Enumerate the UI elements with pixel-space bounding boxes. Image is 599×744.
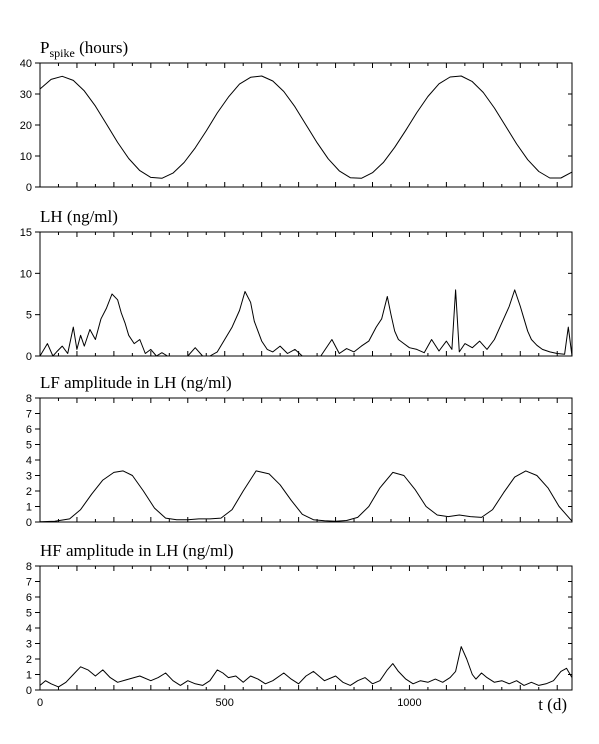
x-axis-label: t (d) [538, 695, 567, 714]
y-tick-label: 4 [26, 623, 32, 635]
panel-title-main: HF amplitude in LH (ng/ml) [40, 541, 234, 560]
y-tick-label: 8 [26, 561, 32, 573]
panel-4: HF amplitude in LH (ng/ml) 0 1 2 3 4 5 6 7 8 0 500 1… [26, 541, 573, 714]
plot-frame [39, 231, 573, 357]
y-tick-label: 15 [20, 227, 32, 239]
y-tick-label: 10 [20, 268, 32, 280]
y-tick-label: 20 [20, 120, 32, 132]
series-line [39, 75, 573, 179]
x-tick-label: 500 [216, 697, 234, 709]
panel-title: HF amplitude in LH (ng/ml) [40, 541, 234, 560]
y-tick-label: 0 [26, 517, 32, 529]
y-tick-label: 0 [26, 182, 32, 194]
y-tick-label: 5 [26, 608, 32, 620]
panel-title: LH (ng/ml) [40, 207, 118, 226]
y-tick-label: 10 [20, 151, 32, 163]
y-tick-label: 1 [26, 670, 32, 682]
y-tick-label: 2 [26, 654, 32, 666]
y-tick-label: 7 [26, 577, 32, 589]
y-tick-label: 5 [26, 440, 32, 452]
plot-frame [39, 397, 573, 523]
x-tick-label: 1000 [397, 697, 421, 709]
panel-title-main: LH (ng/ml) [40, 207, 118, 226]
panel-1: Pspike (hours) 0 10 20 30 40 [20, 38, 573, 194]
panel-title-main: LF amplitude in LH (ng/ml) [40, 373, 232, 392]
y-tick-label: 40 [20, 58, 32, 70]
panel-2: LH (ng/ml) 0 5 10 15 [20, 207, 573, 363]
y-tick-label: 3 [26, 639, 32, 651]
panel-title-main: P [40, 38, 49, 57]
panel-title-subscript: spike [49, 46, 74, 60]
panel-title: Pspike (hours) [40, 38, 128, 60]
panel-title: LF amplitude in LH (ng/ml) [40, 373, 232, 392]
series-line [39, 470, 573, 523]
panel-3: LF amplitude in LH (ng/ml) 0 1 2 3 4 5 6 7 8 [26, 373, 573, 529]
y-tick-label: 7 [26, 409, 32, 421]
y-tick-label: 6 [26, 592, 32, 604]
panel-title-rest: (hours) [75, 38, 128, 57]
y-tick-label: 8 [26, 393, 32, 405]
x-tick-label: 0 [37, 697, 43, 709]
y-tick-label: 0 [26, 351, 32, 363]
series-line [39, 289, 573, 357]
plot-frame [39, 565, 573, 691]
y-tick-label: 3 [26, 471, 32, 483]
y-tick-label: 5 [26, 310, 32, 322]
y-tick-label: 1 [26, 502, 32, 514]
series-line [39, 646, 573, 688]
y-tick-label: 4 [26, 455, 32, 467]
y-tick-label: 6 [26, 424, 32, 436]
y-tick-label: 0 [26, 685, 32, 697]
y-tick-label: 2 [26, 486, 32, 498]
y-tick-label: 30 [20, 89, 32, 101]
